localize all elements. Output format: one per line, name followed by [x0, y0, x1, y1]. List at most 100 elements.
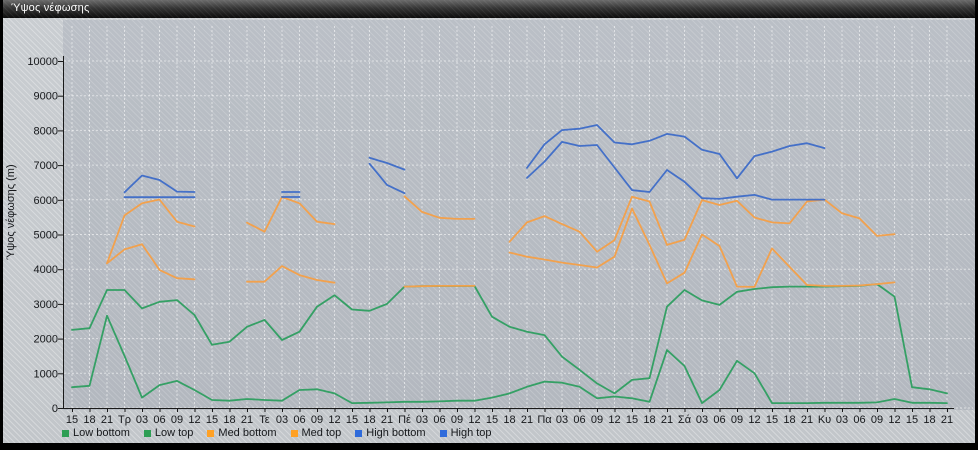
title-bar: Ύψος νέφωσης [3, 0, 975, 18]
legend-item-med-top: Med top [290, 427, 342, 439]
x-tick-label: 03 [836, 414, 848, 426]
legend-label: Low top [154, 427, 194, 439]
x-tick-label: 12 [608, 414, 620, 426]
legend-label: Med top [301, 427, 342, 439]
series-med-bottom [508, 207, 896, 288]
window-title: Ύψος νέφωσης [11, 2, 90, 14]
legend-swatch [355, 429, 363, 437]
x-tick-label: 09 [451, 414, 463, 426]
x-tick-label: 15 [906, 414, 918, 426]
legend-swatch [207, 429, 215, 437]
x-tick-label: 06 [433, 414, 445, 426]
x-tick-label: 15 [346, 414, 358, 426]
series-high-top [123, 174, 196, 194]
x-tick-label: Σά [678, 414, 692, 426]
y-tick-label: 6000 [34, 195, 58, 207]
x-tick-label: 15 [626, 414, 638, 426]
chart-area: 0 1000 2000 3000 4000 5000 6000 7000 8000 9000 100… [3, 18, 975, 443]
y-tick-label: 5000 [34, 230, 58, 242]
x-tick-label: 15 [486, 414, 498, 426]
legend: Low bottom Low top Med bottom Med top High b… [62, 427, 492, 439]
legend-item-low-top: Low top [143, 427, 194, 439]
x-tick-label: 12 [748, 414, 760, 426]
x-tick-label: 06 [573, 414, 585, 426]
series-low-top [71, 283, 948, 395]
x-tick-label: Τε [259, 414, 270, 426]
x-tick-label: 21 [381, 414, 393, 426]
x-tick-label: 18 [503, 414, 515, 426]
x-tick-label: 09 [311, 414, 323, 426]
y-tick-label: 8000 [34, 125, 58, 137]
legend-label: High bottom [366, 427, 426, 439]
x-tick-label: 03 [696, 414, 708, 426]
x-tick-label: 12 [328, 414, 340, 426]
x-tick-label: 21 [941, 414, 953, 426]
series-high-top [368, 156, 406, 171]
x-tick-label: 15 [66, 414, 78, 426]
x-tick-label: 09 [731, 414, 743, 426]
x-tick-label: 03 [136, 414, 148, 426]
x-tick-label: 12 [888, 414, 900, 426]
x-tick-label: 09 [591, 414, 603, 426]
x-tick-label: 15 [766, 414, 778, 426]
x-tick-label: 21 [101, 414, 113, 426]
series-med-top [403, 195, 476, 220]
series-low-bottom [71, 314, 948, 405]
x-tick-label: 12 [468, 414, 480, 426]
series-med-top [106, 198, 196, 265]
legend-label: Low bottom [73, 427, 130, 439]
x-tick-label: Κυ [818, 414, 831, 426]
legend-item-high-top: High top [439, 427, 492, 439]
legend-label: High top [450, 427, 492, 439]
y-tick-label: 3000 [34, 299, 58, 311]
x-tick-label: 18 [223, 414, 235, 426]
x-tick-label: Πα [537, 414, 552, 426]
cloud-height-chart: 0 1000 2000 3000 4000 5000 6000 7000 8000 9000 100… [27, 26, 973, 426]
x-tick-label: 15 [206, 414, 218, 426]
y-tick-label: 0 [52, 403, 58, 415]
x-tick-label: 09 [171, 414, 183, 426]
x-tick-label: 21 [661, 414, 673, 426]
y-tick-label: 2000 [34, 334, 58, 346]
x-tick-label: 21 [801, 414, 813, 426]
y-tick-label: 1000 [34, 368, 58, 380]
y-axis-label: Ύψος νέφωσης (m) [5, 164, 17, 260]
x-tick-label: 12 [188, 414, 200, 426]
series-med-bottom [106, 243, 196, 281]
legend-label: Med bottom [218, 427, 277, 439]
series-med-top [246, 196, 336, 233]
legend-item-high-bottom: High bottom [355, 427, 426, 439]
x-tick-label: 18 [923, 414, 935, 426]
x-tick-label: Τρ [118, 414, 131, 426]
x-tick-label: 21 [241, 414, 253, 426]
x-tick-label: 06 [713, 414, 725, 426]
x-tick-label: 18 [643, 414, 655, 426]
x-tick-label: 18 [363, 414, 375, 426]
series-med-top [508, 195, 896, 253]
x-tick-label: 03 [276, 414, 288, 426]
x-tick-label: 03 [556, 414, 568, 426]
legend-swatch [62, 429, 69, 437]
x-tick-label: 06 [293, 414, 305, 426]
x-tick-label: 06 [853, 414, 865, 426]
series-high-bottom [368, 162, 406, 195]
legend-swatch [143, 429, 151, 437]
y-tick-label: 4000 [34, 264, 58, 276]
x-tick-label: 18 [783, 414, 795, 426]
y-tick-label: 10000 [27, 56, 58, 68]
x-tick-label: 09 [871, 414, 883, 426]
x-tick-label: 06 [153, 414, 165, 426]
x-tick-label: 18 [83, 414, 95, 426]
y-tick-label: 9000 [34, 91, 58, 103]
legend-swatch [290, 429, 298, 437]
series-med-bottom [403, 284, 476, 288]
x-tick-label: 21 [521, 414, 533, 426]
x-tick-label: 03 [416, 414, 428, 426]
series-high-bottom [526, 141, 826, 201]
series-high-top [526, 124, 826, 180]
y-tick-label: 7000 [34, 160, 58, 172]
x-tick-label: Πέ [398, 414, 411, 426]
legend-item-low-bottom: Low bottom [62, 427, 130, 439]
legend-swatch [439, 429, 447, 437]
